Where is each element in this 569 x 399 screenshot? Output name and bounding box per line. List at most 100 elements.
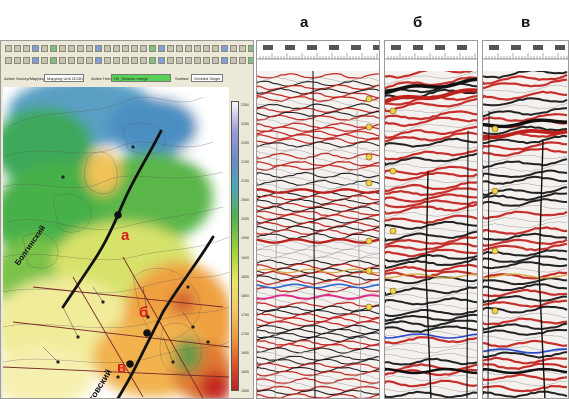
toolbar-button[interactable]: [239, 56, 246, 64]
toolbar-button[interactable]: [23, 56, 30, 64]
toolbar-button[interactable]: [212, 56, 219, 64]
colorbar-tick: 1900: [241, 255, 249, 260]
colorbar-tick: 1950: [241, 236, 249, 241]
toolbar-button[interactable]: [23, 44, 30, 52]
colorbar-tick: 2250: [241, 122, 249, 127]
toolbar-button[interactable]: [68, 44, 75, 52]
map-canvas: [3, 87, 229, 398]
toolbar-button[interactable]: [50, 56, 57, 64]
toolbar-button[interactable]: [131, 56, 138, 64]
toolbar-button[interactable]: [149, 56, 156, 64]
colorbar-tick: 2100: [241, 179, 249, 184]
toolbar-button[interactable]: [77, 44, 84, 52]
toolbar-button[interactable]: [113, 56, 120, 64]
seismic-section-a: [257, 70, 379, 398]
horizon-selector-label: Active Horizon: [91, 76, 117, 81]
toolbar-button[interactable]: [248, 56, 253, 64]
toolbar-button[interactable]: [14, 44, 21, 52]
map-letter-a: а: [121, 227, 130, 244]
toolbar-button[interactable]: [239, 44, 246, 52]
colorbar-tick: 1800: [241, 293, 249, 298]
toolbar-button[interactable]: [104, 44, 111, 52]
point-b-marker: [143, 329, 151, 337]
toolbar-button[interactable]: [95, 44, 102, 52]
colorbar-tick: 2000: [241, 217, 249, 222]
toolbar-button[interactable]: [32, 56, 39, 64]
surface-selector-label: Surface: [175, 76, 189, 81]
colorbar-tick: 1700: [241, 331, 249, 336]
toolbar-button[interactable]: [167, 44, 174, 52]
toolbar-button[interactable]: [140, 44, 147, 52]
toolbar-button[interactable]: [194, 56, 201, 64]
toolbar-button[interactable]: [185, 44, 192, 52]
toolbar-button[interactable]: [122, 56, 129, 64]
horizon-select[interactable]: H2_Seismic merge: [111, 74, 171, 82]
toolbar-button[interactable]: [203, 56, 210, 64]
colorbar-tick: 1850: [241, 274, 249, 279]
map-color-fill: [3, 87, 229, 398]
toolbar-button[interactable]: [230, 44, 237, 52]
toolbar-button[interactable]: [221, 56, 228, 64]
well-markers: [56, 145, 210, 379]
toolbar-button[interactable]: [32, 44, 39, 52]
point-a-marker: [114, 211, 122, 219]
seismic-panel-a[interactable]: [256, 40, 380, 399]
toolbar-button[interactable]: [203, 44, 210, 52]
toolbar-button[interactable]: [68, 56, 75, 64]
toolbar-button[interactable]: [185, 56, 192, 64]
colorbar-tick: 1600: [241, 369, 249, 374]
toolbar-button[interactable]: [176, 56, 183, 64]
toolbar-button[interactable]: [131, 44, 138, 52]
toolbar-button[interactable]: [14, 56, 21, 64]
survey-selector-label: Active Survey/Mapping Unit: [4, 76, 54, 81]
seismic-section-c: [483, 69, 568, 398]
surface-select[interactable]: Gridded Single: [191, 74, 223, 82]
structure-map[interactable]: а б в Болгинский Атовский: [3, 87, 229, 398]
toolbar-button[interactable]: [194, 44, 201, 52]
selector-row: Active Survey/Mapping Unit Mapping Unit …: [1, 73, 253, 85]
toolbar-button[interactable]: [221, 44, 228, 52]
toolbar-button[interactable]: [122, 44, 129, 52]
colorbar-tick: 2300: [241, 103, 249, 107]
seismic-header-b: [385, 41, 477, 67]
toolbar-button[interactable]: [86, 56, 93, 64]
toolbar-button[interactable]: [113, 44, 120, 52]
toolbar-button[interactable]: [149, 44, 156, 52]
colorbar-tick: 1650: [241, 350, 249, 355]
toolbar-button[interactable]: [77, 56, 84, 64]
seismic-header-c: [483, 41, 568, 67]
toolbar-button[interactable]: [41, 44, 48, 52]
toolbar-button[interactable]: [248, 44, 253, 52]
toolbar-button[interactable]: [59, 44, 66, 52]
colorbar-tick: 2200: [241, 141, 249, 146]
survey-select[interactable]: Mapping Unit 2D/3D: [44, 74, 84, 82]
toolbar-button[interactable]: [95, 56, 102, 64]
map-letter-b: б: [139, 304, 149, 321]
seismic-panel-c[interactable]: [482, 40, 569, 399]
toolbar-button[interactable]: [50, 44, 57, 52]
map-letter-c: в: [117, 359, 127, 376]
toolbar-button[interactable]: [176, 44, 183, 52]
toolbar-button[interactable]: [212, 44, 219, 52]
seismic-panel-b[interactable]: [384, 40, 478, 399]
main-toolbar: [1, 43, 253, 53]
toolbar-button[interactable]: [158, 44, 165, 52]
depth-colorbar: [231, 101, 239, 391]
toolbar-button[interactable]: [59, 56, 66, 64]
well-tracks: [42, 286, 194, 363]
toolbar-button[interactable]: [158, 56, 165, 64]
toolbar-button[interactable]: [5, 56, 12, 64]
toolbar-button[interactable]: [86, 44, 93, 52]
toolbar-button[interactable]: [140, 56, 147, 64]
mapping-app-window: Active Survey/Mapping Unit Mapping Unit …: [0, 40, 254, 399]
panel-letter-c: в: [521, 14, 531, 31]
toolbar-button[interactable]: [230, 56, 237, 64]
fault-lines: [61, 129, 215, 398]
toolbar-button[interactable]: [167, 56, 174, 64]
toolbar-button[interactable]: [5, 44, 12, 52]
toolbar-button[interactable]: [41, 56, 48, 64]
toolbar-button[interactable]: [104, 56, 111, 64]
seismic-section-b: [385, 67, 477, 398]
contour-lines: [3, 96, 229, 374]
point-c-marker: [126, 360, 134, 368]
